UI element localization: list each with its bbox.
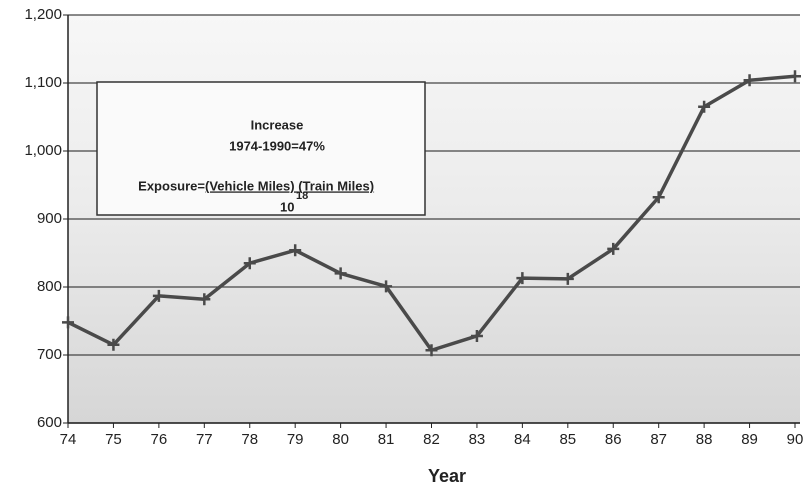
y-tick-label: 1,200 [24,6,62,23]
y-tick-label: 800 [37,278,62,295]
x-axis-title: Year [428,466,466,486]
x-tick-label: 89 [741,431,758,448]
annotation: 1974-1990=47% [229,138,325,153]
x-tick-label: 83 [469,431,486,448]
y-tick-label: 1,100 [24,74,62,91]
marker [152,289,165,302]
annotation-frame [96,81,426,216]
x-tick-label: 80 [332,431,349,448]
marker [425,344,438,357]
annotation: (Vehicle Miles) (Train Miles) [205,178,374,193]
marker [561,272,574,285]
annotation: 10 [280,199,294,214]
x-tick-label: 74 [60,431,77,448]
annotation-superscript: 18 [296,190,308,202]
marker [516,272,529,285]
x-tick-label: 85 [559,431,576,448]
marker [198,293,211,306]
marker [743,74,756,87]
annotation: Exposure= [138,178,205,193]
marker [289,244,302,257]
marker [789,70,801,83]
y-tick-label: 1,000 [24,142,62,159]
annotation: Increase [251,117,304,132]
x-tick-label: 78 [241,431,258,448]
x-tick-label: 75 [105,431,122,448]
x-tick-label: 87 [650,431,667,448]
x-tick-label: 84 [514,431,531,448]
marker [652,191,665,204]
y-tick-label: 900 [37,210,62,227]
marker [380,280,393,293]
x-tick-label: 79 [287,431,304,448]
marker [243,257,256,270]
x-tick-label: 88 [696,431,713,448]
marker [607,242,620,255]
x-tick-label: 76 [151,431,168,448]
x-tick-label: 81 [378,431,395,448]
marker [334,267,347,280]
marker [107,338,120,351]
x-tick-label: 90 [787,431,804,448]
x-tick-label: 82 [423,431,440,448]
y-tick-label: 700 [37,346,62,363]
y-tick-label: 600 [37,414,62,431]
marker [62,316,74,329]
marker [698,100,711,113]
x-tick-label: 77 [196,431,213,448]
x-tick-label: 86 [605,431,622,448]
marker [470,329,483,342]
annotation-box: Increase 1974-1990=47% Exposure= (Vehicl… [96,81,426,216]
